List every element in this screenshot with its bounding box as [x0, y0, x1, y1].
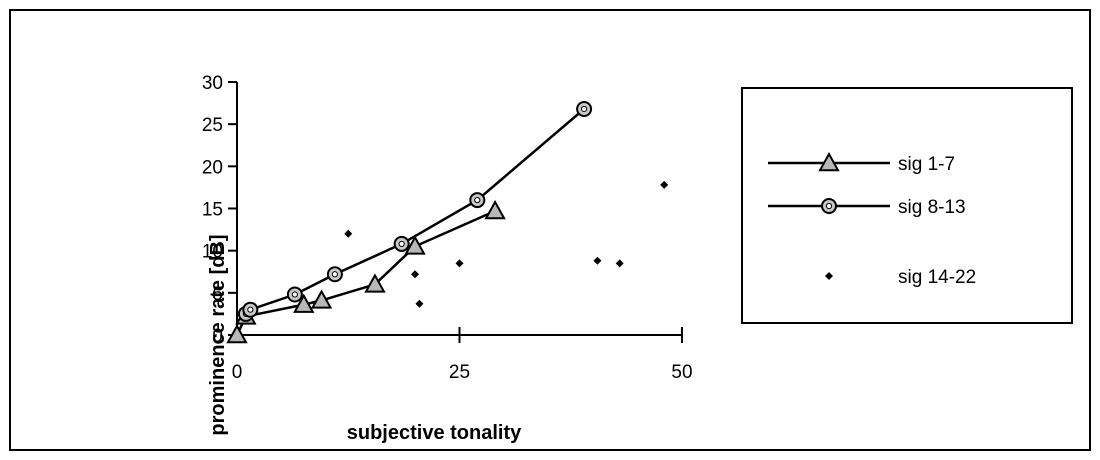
data-point — [415, 299, 424, 308]
series-1 — [226, 199, 506, 344]
data-point — [310, 289, 333, 309]
legend-label: sig 1-7 — [898, 154, 955, 175]
data-point-center — [331, 271, 338, 278]
legend-marker — [821, 198, 837, 214]
data-point — [411, 270, 419, 279]
data-point — [286, 286, 303, 303]
data-point — [226, 323, 248, 344]
y-tick-label: 0 — [212, 326, 223, 347]
data-point — [593, 256, 602, 265]
series-line — [245, 108, 585, 315]
series-2 — [237, 100, 593, 322]
legend-items: sig 1-7 sig 8-13 sig 14-22 — [768, 151, 976, 288]
x-tick-label: 50 — [671, 362, 692, 383]
data-point — [576, 100, 593, 117]
x-axis-title: subjective tonality — [347, 422, 522, 444]
x-tick-label: 0 — [232, 362, 243, 383]
series-3 — [344, 180, 669, 308]
data-point — [326, 266, 343, 283]
y-tick-label: 5 — [212, 284, 223, 305]
legend-marker-center — [825, 202, 833, 210]
data-point — [293, 293, 315, 313]
y-tick-label: 25 — [202, 115, 223, 136]
y-tick-label: 20 — [202, 157, 223, 178]
data-point — [364, 273, 386, 293]
data-point — [484, 199, 506, 220]
data-point-center — [291, 291, 298, 298]
data-point — [455, 259, 464, 268]
y-tick-label: 10 — [202, 242, 223, 263]
legend-marker — [825, 272, 833, 280]
data-point — [404, 235, 426, 255]
y-tick-label: 30 — [202, 73, 223, 94]
data-point-center — [247, 306, 254, 313]
data-point — [393, 235, 410, 252]
data-point — [469, 192, 486, 209]
data-point — [660, 180, 669, 189]
data-point — [615, 259, 624, 268]
data-point — [344, 229, 353, 238]
y-tick-label: 15 — [202, 200, 223, 221]
legend-item: sig 1-7 — [768, 151, 955, 175]
legend-label: sig 14-22 — [898, 267, 976, 288]
legend-item: sig 14-22 — [825, 267, 976, 288]
chart-border — [9, 9, 1091, 451]
legend-marker — [818, 151, 840, 172]
x-tick-label: 25 — [449, 362, 470, 383]
legend-label: sig 8-13 — [898, 197, 966, 218]
series-layer — [226, 100, 669, 344]
y-axis-ticks: 0 5 10 15 20 25 30 — [202, 73, 237, 347]
series-line — [235, 209, 496, 336]
legend: sig 1-7 sig 8-13 sig 14-22 — [741, 87, 1073, 324]
legend-item: sig 8-13 — [768, 197, 966, 218]
data-point-center — [474, 196, 481, 204]
data-point-center — [581, 105, 588, 113]
y-axis-title: prominence rate [dB] — [207, 234, 229, 435]
data-point — [242, 301, 259, 318]
data-point-center — [398, 240, 405, 248]
